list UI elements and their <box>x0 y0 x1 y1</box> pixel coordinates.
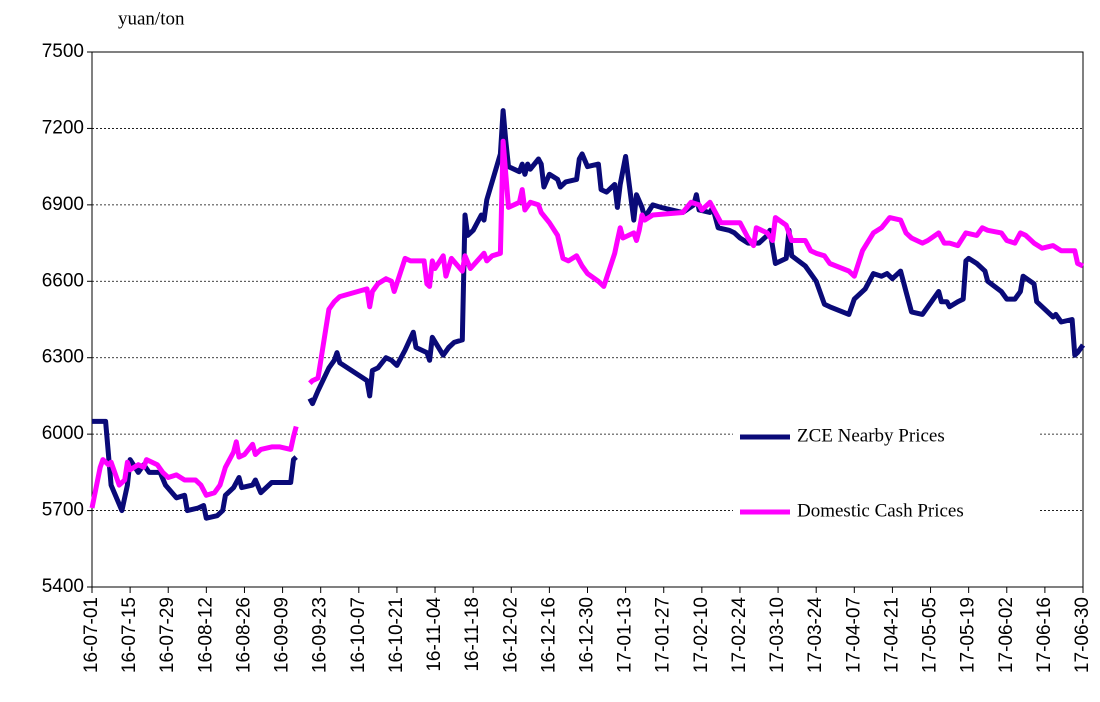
x-tick-label: 17-05-19 <box>958 597 979 673</box>
y-tick-label: 6600 <box>42 270 84 291</box>
legend-label: ZCE Nearby Prices <box>797 425 945 446</box>
x-tick-label: 16-11-04 <box>424 597 445 672</box>
x-tick-label: 16-12-16 <box>538 597 559 673</box>
x-tick-label: 17-03-24 <box>805 597 826 673</box>
x-tick-label: 17-02-24 <box>729 597 750 673</box>
y-tick-label: 6000 <box>42 423 84 444</box>
x-tick-label: 16-07-15 <box>119 597 140 673</box>
x-tick-label: 17-03-10 <box>767 597 788 673</box>
x-tick-label: 16-08-12 <box>195 597 216 673</box>
x-tick-label: 16-09-23 <box>310 597 331 673</box>
x-tick-label: 16-09-09 <box>272 597 293 673</box>
x-tick-label: 17-02-10 <box>691 597 712 673</box>
x-tick-label: 16-12-30 <box>577 597 598 673</box>
x-tick-label: 17-06-16 <box>1034 597 1055 673</box>
x-tick-label: 16-10-07 <box>348 597 369 673</box>
x-tick-label: 17-05-05 <box>920 597 941 673</box>
x-tick-label: 16-11-18 <box>462 597 483 672</box>
legend-label: Domestic Cash Prices <box>797 500 964 521</box>
x-tick-label: 17-04-21 <box>881 597 902 673</box>
x-tick-label: 16-08-26 <box>233 597 254 673</box>
x-tick-label: 16-12-02 <box>500 597 521 673</box>
x-tick-label: 17-04-07 <box>843 597 864 673</box>
y-tick-label: 6300 <box>42 347 84 368</box>
y-tick-label: 7500 <box>42 41 84 62</box>
x-tick-label: 17-01-13 <box>615 597 636 673</box>
y-axis-unit: yuan/ton <box>118 8 185 29</box>
x-tick-label: 16-10-21 <box>386 597 407 673</box>
y-tick-label: 6900 <box>42 194 84 215</box>
x-tick-label: 16-07-01 <box>81 597 102 673</box>
x-tick-label: 17-06-02 <box>996 597 1017 673</box>
y-tick-label: 5400 <box>42 576 84 597</box>
y-tick-label: 7200 <box>42 117 84 138</box>
series-line <box>92 108 1086 521</box>
x-tick-label: 17-06-30 <box>1072 597 1093 673</box>
y-tick-label: 5700 <box>42 500 84 521</box>
x-tick-label: 16-07-29 <box>157 597 178 673</box>
x-tick-label: 17-01-27 <box>653 597 674 673</box>
series-line <box>89 138 1085 509</box>
